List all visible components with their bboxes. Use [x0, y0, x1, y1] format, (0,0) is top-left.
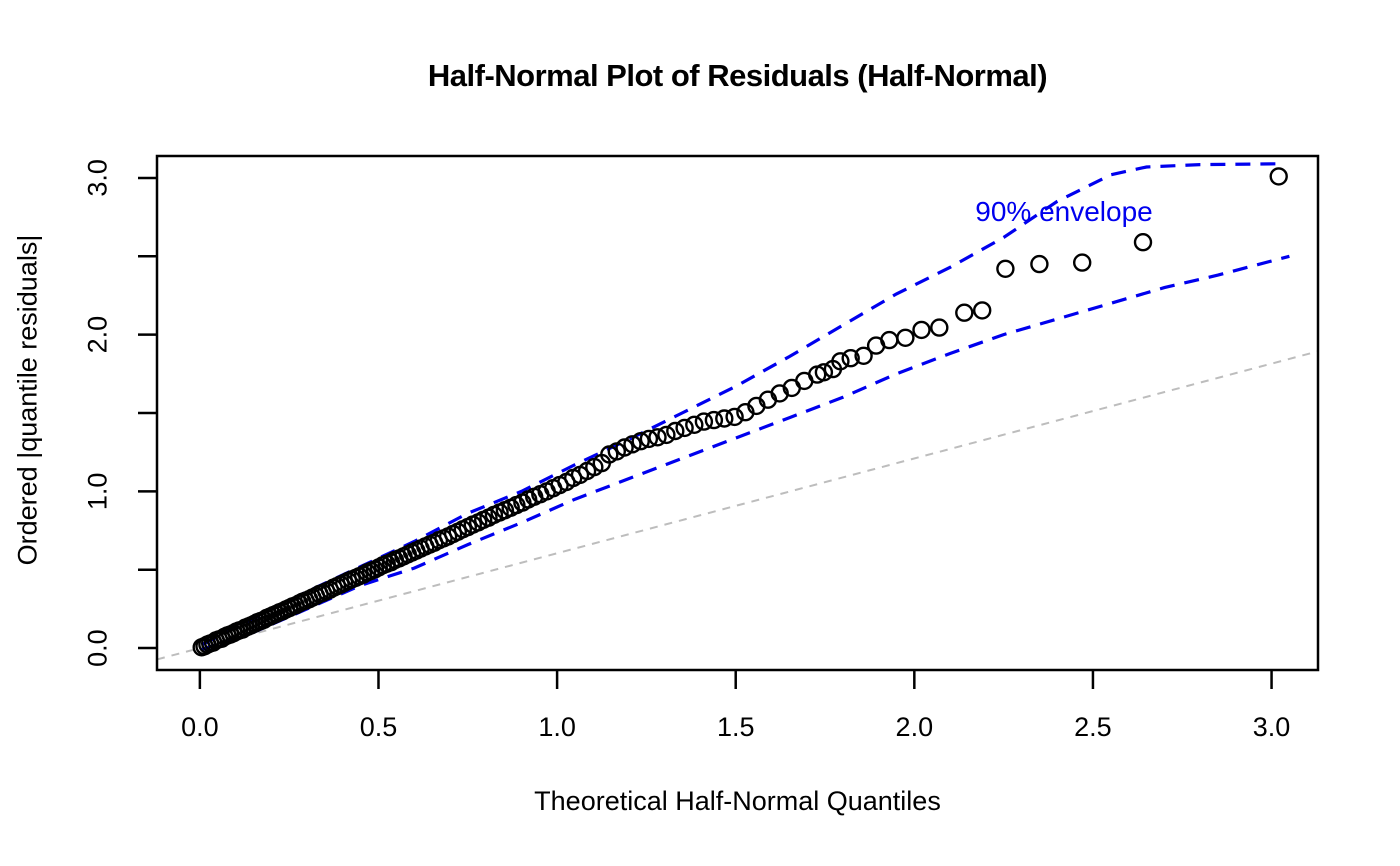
- data-point: [814, 363, 834, 382]
- data-point: [973, 301, 992, 320]
- x-tick-label: 2.5: [1074, 712, 1112, 742]
- envelope-annotation: 90% envelope: [975, 196, 1153, 227]
- data-point: [1269, 167, 1288, 186]
- data-point: [725, 407, 744, 427]
- data-point: [854, 346, 873, 365]
- y-tick-label: 1.0: [82, 473, 112, 511]
- x-tick-label: 2.0: [896, 712, 934, 742]
- reference-line: [156, 350, 1319, 661]
- data-point: [1072, 253, 1092, 272]
- data-point: [639, 429, 659, 449]
- data-point: [912, 320, 931, 340]
- data-point: [1133, 232, 1153, 252]
- data-point: [1030, 254, 1049, 274]
- x-tick-label: 1.0: [538, 712, 576, 742]
- data-point: [631, 432, 650, 451]
- data-point: [930, 318, 949, 337]
- data-point: [694, 412, 714, 431]
- lower-envelope-line: [201, 254, 1290, 652]
- data-point: [648, 428, 667, 447]
- data-point: [615, 438, 634, 457]
- data-point: [896, 328, 915, 347]
- data-point: [955, 303, 974, 322]
- y-tick-label: 2.0: [82, 316, 112, 354]
- data-point: [715, 409, 734, 428]
- y-tick-label: 0.0: [82, 629, 112, 667]
- y-tick-label: 3.0: [82, 159, 112, 197]
- upper-envelope-line: [200, 162, 1279, 647]
- x-tick-label: 0.0: [181, 712, 219, 742]
- data-point: [657, 425, 676, 445]
- chart-title: Half-Normal Plot of Residuals (Half-Norm…: [427, 58, 1048, 93]
- x-tick-label: 3.0: [1253, 712, 1291, 742]
- y-axis-label: Ordered |quantile residuals|: [12, 234, 43, 566]
- data-point: [666, 421, 685, 441]
- data-point: [623, 435, 642, 454]
- x-tick-label: 1.5: [717, 712, 755, 742]
- data-point: [704, 410, 724, 430]
- data-point: [841, 349, 860, 368]
- data-point: [996, 259, 1015, 278]
- data-point: [831, 352, 850, 371]
- x-tick-label: 0.5: [360, 712, 398, 742]
- data-point: [675, 418, 694, 438]
- x-axis-label: Theoretical Half-Normal Quantiles: [534, 786, 941, 816]
- data-point: [685, 415, 704, 434]
- data-point: [880, 330, 899, 350]
